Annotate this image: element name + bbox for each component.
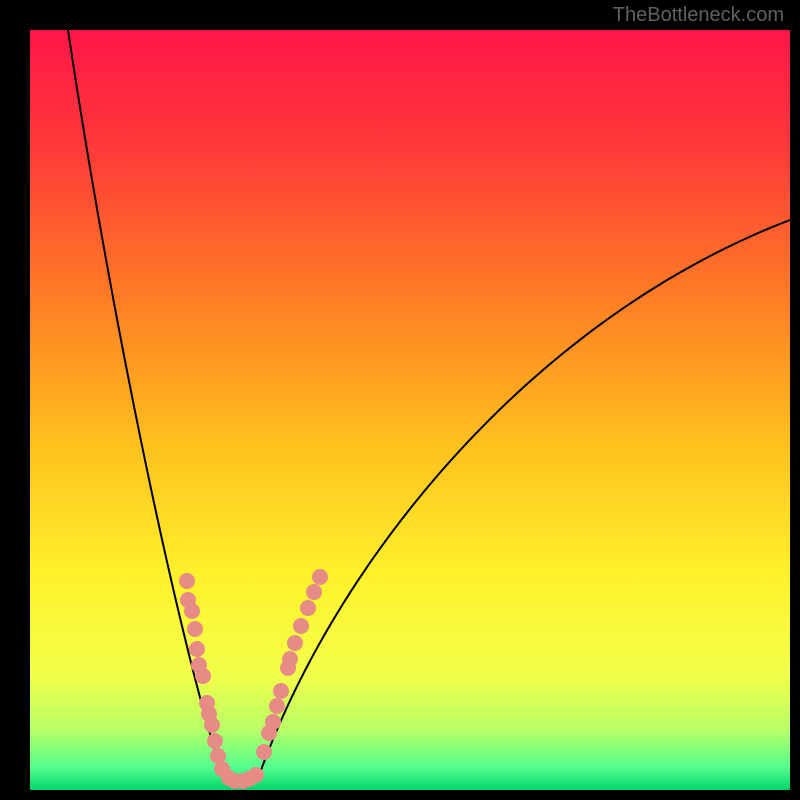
data-point bbox=[265, 714, 281, 730]
data-point bbox=[195, 668, 211, 684]
chart-curves-svg bbox=[30, 30, 790, 790]
bottleneck-curve bbox=[68, 30, 790, 784]
data-point bbox=[189, 641, 205, 657]
data-point bbox=[248, 767, 264, 783]
data-point bbox=[269, 698, 285, 714]
data-point bbox=[293, 618, 309, 634]
data-point bbox=[306, 584, 322, 600]
data-point bbox=[207, 733, 223, 749]
data-point bbox=[273, 683, 289, 699]
chart-plot-area bbox=[30, 30, 790, 790]
data-point bbox=[184, 603, 200, 619]
data-point bbox=[204, 717, 220, 733]
data-point bbox=[300, 600, 316, 616]
data-point bbox=[282, 651, 298, 667]
data-point bbox=[287, 635, 303, 651]
data-point bbox=[179, 573, 195, 589]
watermark-text: TheBottleneck.com bbox=[613, 4, 784, 27]
data-point bbox=[256, 744, 272, 760]
data-point bbox=[312, 569, 328, 585]
data-point bbox=[187, 621, 203, 637]
